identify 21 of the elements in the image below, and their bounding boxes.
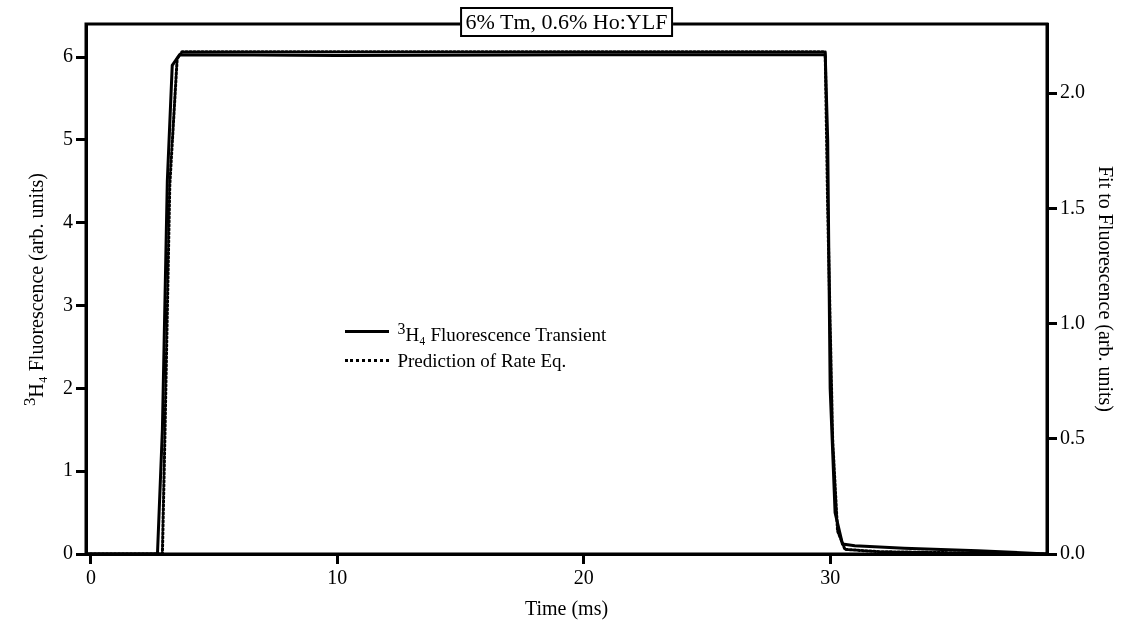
y-tick-label: 3 xyxy=(63,292,73,315)
x-tick-label: 20 xyxy=(573,566,594,589)
y2-tick-label: 0.0 xyxy=(1060,541,1085,564)
y2-tick-label: 0.5 xyxy=(1060,426,1085,449)
y2-tick-label: 1.5 xyxy=(1060,195,1085,218)
y-tick-label: 0 xyxy=(63,541,73,564)
y-tick-label: 1 xyxy=(63,458,73,481)
legend-label: $^{3}$H₄ Fluorescence Transient xyxy=(397,318,607,347)
y-tick-label: 2 xyxy=(63,375,73,398)
y-tick-label: 4 xyxy=(63,210,73,232)
x-tick-label: 0 xyxy=(85,566,96,589)
y-tick-label: 5 xyxy=(63,127,73,150)
x-axis-title: Time (ms) xyxy=(524,597,609,621)
y-tick-label: 6 xyxy=(63,44,73,67)
x-tick-label: 30 xyxy=(820,566,841,589)
chart-title: 6% Tm, 0.6% Ho:YLF xyxy=(459,7,674,37)
y2-axis-title: Fit to Fluorescence (arb. units) xyxy=(1093,165,1117,413)
y2-tick-label: 1.0 xyxy=(1060,310,1085,333)
legend-label: Prediction of Rate Eq. xyxy=(397,348,567,373)
x-tick-label: 10 xyxy=(327,566,348,589)
y2-tick-label: 2.0 xyxy=(1060,80,1085,103)
